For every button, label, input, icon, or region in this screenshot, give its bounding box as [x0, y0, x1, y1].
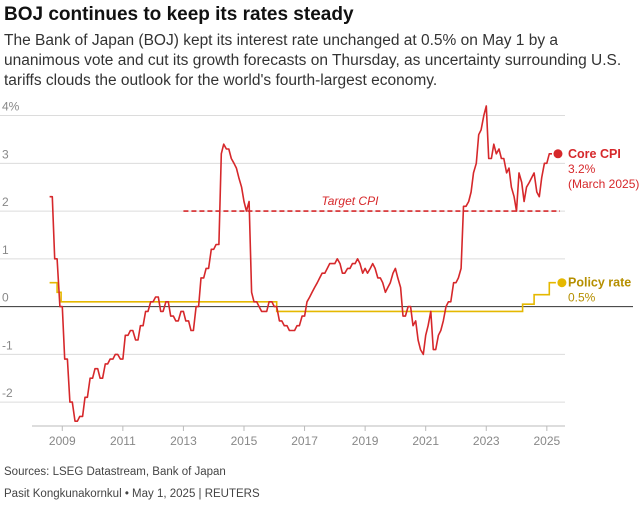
policy-rate-label: Policy rate [568, 276, 631, 290]
x-tick-label: 2015 [231, 434, 258, 448]
policy-rate-line [49, 281, 556, 313]
core-cpi-label: Core CPI [568, 147, 621, 161]
chart-subtitle: The Bank of Japan (BOJ) kept its interes… [4, 32, 622, 89]
y-tick-label: -2 [2, 386, 13, 400]
target-cpi-label: Target CPI [322, 194, 380, 208]
x-tick-label: 2025 [533, 434, 560, 448]
policy-rate-end-marker [557, 278, 567, 288]
x-tick-label: 2013 [170, 434, 197, 448]
policy-rate-value: 0.5% [568, 291, 596, 305]
chart-title: BOJ continues to keep its rates steady [4, 4, 354, 25]
y-tick-label: 3 [2, 147, 9, 161]
chart-credit: Pasit Kongkunakornkul • May 1, 2025 | RE… [4, 488, 260, 500]
core-cpi-date: (March 2025) [568, 177, 639, 191]
core-cpi-line [49, 105, 552, 422]
y-tick-label: 2 [2, 195, 9, 209]
x-tick-label: 2017 [291, 434, 318, 448]
y-tick-label: 1 [2, 243, 9, 257]
x-tick-label: 2021 [412, 434, 439, 448]
x-tick-label: 2023 [473, 434, 500, 448]
x-tick-label: 2019 [352, 434, 379, 448]
y-tick-label: 0 [2, 291, 9, 305]
core-cpi-end-marker [553, 149, 563, 159]
x-tick-label: 2009 [49, 434, 76, 448]
y-tick-label: 4% [2, 100, 20, 114]
x-tick-label: 2011 [110, 434, 136, 448]
core-cpi-value: 3.2% [568, 162, 596, 176]
chart-sources: Sources: LSEG Datastream, Bank of Japan [4, 466, 226, 478]
chart-svg: 4% 3 2 1 0 -1 -2 2009 2011 2013 2015 2017 2019 2021 20… [0, 100, 639, 448]
y-tick-label: -1 [2, 338, 13, 352]
